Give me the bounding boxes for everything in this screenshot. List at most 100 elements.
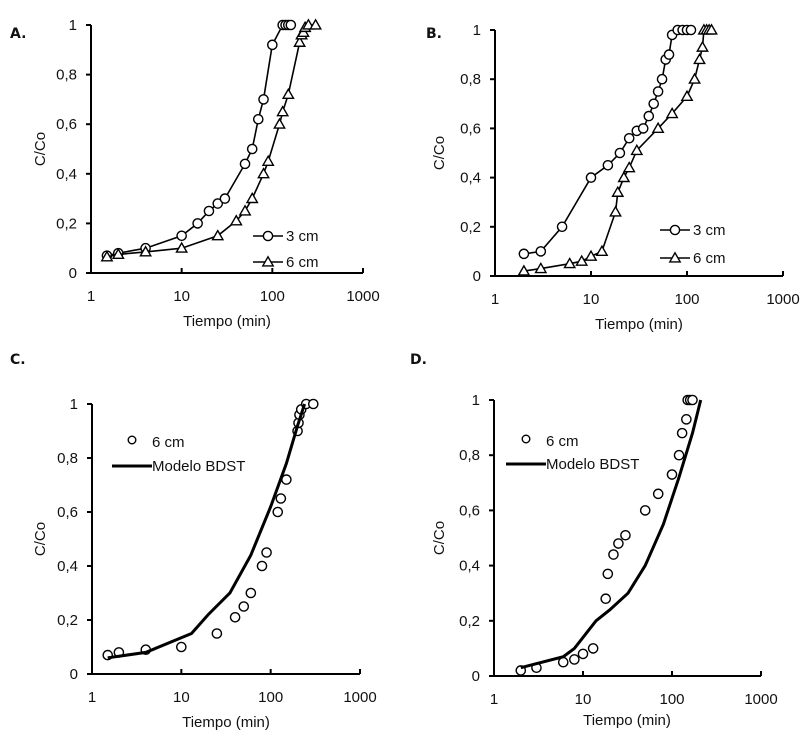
y-tick-label: 0,2 bbox=[459, 613, 480, 630]
series-modelo-bdst bbox=[107, 403, 307, 660]
data-point bbox=[229, 612, 241, 623]
data-point bbox=[673, 449, 685, 461]
y-tick-label: 0,6 bbox=[459, 502, 480, 519]
panel-B: B. 0 0,2 0,4 0,6 0,8 1 1 10 100 1000 Tiempo (min) C/… bbox=[426, 22, 800, 333]
legend-entry: Modelo BDST bbox=[112, 458, 245, 475]
data-point bbox=[685, 24, 697, 36]
legend-label: 6 cm bbox=[286, 254, 319, 271]
series-3-cm bbox=[518, 24, 697, 260]
data-point bbox=[608, 549, 619, 560]
panel-C: C. 0 0,2 0,4 0,6 0,8 1 1 10 100 1000 Tiempo (min) C/… bbox=[10, 352, 377, 731]
x-tick-label: 100 bbox=[659, 691, 684, 708]
y-tick-label: 0,6 bbox=[57, 504, 78, 521]
series-6-cm bbox=[100, 18, 322, 262]
x-tick-label: 100 bbox=[674, 291, 699, 308]
data-point bbox=[100, 250, 114, 262]
x-tick-label: 1000 bbox=[766, 291, 799, 308]
legend-entry: Modelo BDST bbox=[506, 456, 639, 473]
y-tick-label: 0 bbox=[69, 265, 77, 282]
data-point bbox=[245, 587, 257, 599]
y-tick-label: 0,8 bbox=[459, 447, 480, 464]
data-point bbox=[602, 568, 614, 580]
y-axis-title: C/Co bbox=[431, 521, 448, 555]
x-tick-label: 1 bbox=[490, 691, 498, 708]
y-tick-label: 0,4 bbox=[460, 170, 481, 187]
x-tick-label: 100 bbox=[258, 689, 283, 706]
data-point bbox=[676, 427, 688, 439]
x-tick-label: 1 bbox=[87, 288, 95, 305]
series-3-cm bbox=[101, 19, 297, 261]
x-axis-title: Tiempo (min) bbox=[583, 712, 671, 729]
legend-marker bbox=[669, 224, 681, 236]
data-point bbox=[275, 493, 287, 504]
data-point bbox=[239, 158, 251, 170]
legend-marker bbox=[262, 230, 274, 242]
legend-entry: 6 cm bbox=[253, 254, 319, 271]
y-tick-label: 0,4 bbox=[459, 558, 480, 575]
y-tick-label: 0,4 bbox=[57, 558, 78, 575]
x-tick-label: 10 bbox=[583, 291, 600, 308]
data-point bbox=[665, 107, 679, 119]
series-line bbox=[106, 24, 316, 258]
legend-label: 6 cm bbox=[152, 434, 185, 451]
data-point bbox=[569, 654, 580, 665]
data-point bbox=[620, 529, 631, 541]
data-point bbox=[307, 398, 319, 410]
legend-entry: 6 cm bbox=[127, 434, 185, 451]
data-point bbox=[534, 262, 548, 274]
x-axis-title: Tiempo (min) bbox=[183, 313, 271, 330]
x-tick-label: 10 bbox=[173, 288, 190, 305]
data-point bbox=[139, 245, 152, 257]
x-tick-label: 1 bbox=[88, 689, 96, 706]
data-point bbox=[517, 264, 531, 276]
data-point bbox=[212, 198, 224, 209]
data-point bbox=[585, 172, 597, 183]
series-6-cm bbox=[515, 394, 698, 676]
data-point bbox=[276, 105, 290, 117]
legend-entry: 6 cm bbox=[660, 250, 726, 267]
data-point bbox=[261, 547, 272, 558]
y-tick-label: 1 bbox=[472, 392, 480, 409]
data-point bbox=[648, 98, 660, 110]
legend-label: 3 cm bbox=[286, 228, 319, 245]
legend-entry: 6 cm bbox=[521, 433, 579, 450]
data-point bbox=[175, 241, 189, 253]
y-tick-label: 0,6 bbox=[460, 120, 481, 137]
x-tick-label: 1000 bbox=[343, 689, 376, 706]
y-tick-label: 1 bbox=[473, 22, 481, 39]
y-tick-label: 0,8 bbox=[57, 450, 78, 467]
y-tick-label: 0,2 bbox=[460, 219, 481, 236]
legend-label: Modelo BDST bbox=[546, 456, 639, 473]
data-point bbox=[623, 132, 635, 144]
legend-label: 6 cm bbox=[546, 433, 579, 450]
x-tick-label: 1 bbox=[491, 291, 499, 308]
data-point bbox=[203, 205, 215, 217]
data-point bbox=[238, 204, 252, 216]
data-point bbox=[219, 193, 231, 204]
data-point bbox=[663, 49, 675, 60]
data-point bbox=[252, 113, 264, 125]
y-tick-label: 0 bbox=[473, 268, 481, 285]
data-point bbox=[111, 247, 125, 259]
y-tick-label: 0,2 bbox=[57, 612, 78, 629]
data-point bbox=[609, 205, 622, 217]
panel-label: D. bbox=[410, 352, 427, 368]
y-axis-title: C/Co bbox=[431, 136, 448, 170]
data-point bbox=[696, 40, 709, 52]
y-tick-label: 0,8 bbox=[56, 67, 77, 84]
data-point bbox=[257, 167, 270, 179]
data-point bbox=[211, 628, 223, 639]
series-6-cm bbox=[102, 398, 319, 661]
legend-marker bbox=[521, 434, 531, 444]
data-point bbox=[595, 244, 609, 257]
data-point bbox=[293, 35, 307, 47]
data-point bbox=[687, 394, 698, 406]
x-tick-label: 10 bbox=[575, 691, 592, 708]
panel-label: B. bbox=[426, 26, 442, 42]
data-point bbox=[285, 19, 297, 31]
y-tick-label: 0 bbox=[472, 668, 480, 685]
data-point bbox=[656, 73, 668, 85]
x-tick-label: 1000 bbox=[346, 288, 379, 305]
data-point bbox=[176, 230, 187, 242]
data-point bbox=[575, 254, 589, 266]
